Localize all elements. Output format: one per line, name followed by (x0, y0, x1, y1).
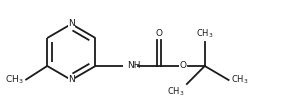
Text: NH: NH (127, 61, 141, 71)
Text: CH$_3$: CH$_3$ (5, 74, 23, 86)
Text: N: N (68, 75, 75, 84)
Text: N: N (68, 20, 75, 29)
Text: CH$_3$: CH$_3$ (196, 28, 214, 40)
Text: O: O (156, 29, 162, 38)
Text: CH$_3$: CH$_3$ (167, 86, 185, 98)
Text: O: O (179, 61, 186, 71)
Text: CH$_3$: CH$_3$ (231, 74, 248, 86)
